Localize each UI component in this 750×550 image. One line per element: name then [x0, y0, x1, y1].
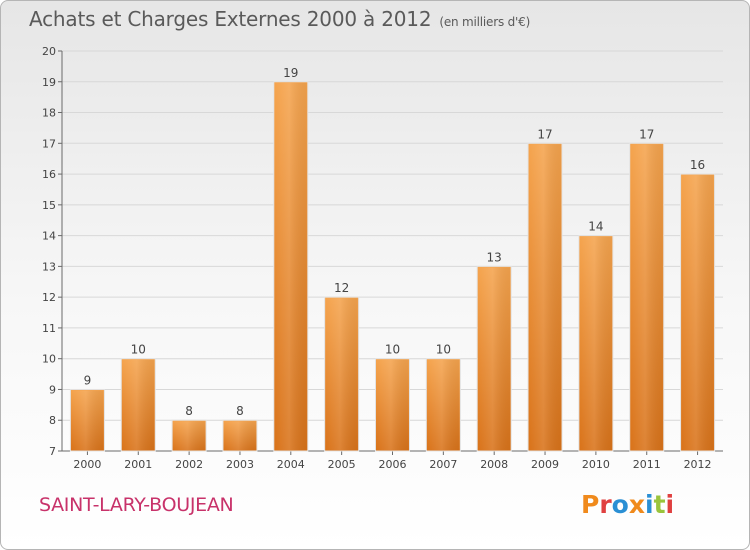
y-tick-label: 13 [42, 260, 56, 273]
logo-letter: P [581, 490, 600, 519]
place-name: SAINT-LARY-BOUJEAN [39, 494, 234, 516]
data-label: 17 [537, 127, 552, 141]
bar-highlight [427, 359, 460, 450]
x-tick-label: 2002 [175, 458, 203, 471]
y-tick-label: 9 [49, 383, 56, 396]
data-label: 14 [588, 220, 603, 234]
bar-highlight [681, 175, 714, 451]
x-tick-label: 2008 [480, 458, 508, 471]
data-label: 19 [283, 66, 298, 80]
y-tick-label: 18 [42, 107, 56, 120]
data-label: 10 [436, 343, 451, 357]
y-tick-label: 17 [42, 137, 56, 150]
data-label: 12 [334, 281, 349, 295]
bar-highlight [529, 144, 562, 451]
y-tick-label: 8 [49, 414, 56, 427]
bar-highlight [579, 236, 612, 450]
chart-title: Achats et Charges Externes 2000 à 2012 (e… [29, 7, 530, 31]
chart-title-text: Achats et Charges Externes 2000 à 2012 [29, 7, 432, 31]
logo-letter: o [611, 490, 629, 519]
proxiti-logo[interactable]: Proxiti [581, 490, 674, 519]
logo-letter: x [628, 490, 645, 519]
x-tick-label: 2005 [328, 458, 356, 471]
x-tick-label: 2004 [277, 458, 305, 471]
bar-highlight [173, 421, 206, 450]
bar-highlight [122, 359, 155, 450]
x-tick-label: 2012 [684, 458, 712, 471]
axes: 7 8 9 10 11 12 13 14 15 16 17 18 19 20 2000 2001 2002 200… [42, 45, 723, 471]
data-label: 16 [690, 158, 705, 172]
x-tick-label: 2000 [73, 458, 101, 471]
data-label: 8 [185, 404, 193, 418]
y-tick-label: 19 [42, 76, 56, 89]
data-label: 10 [385, 343, 400, 357]
logo-letter: t [653, 490, 666, 519]
y-tick-label: 11 [42, 322, 56, 335]
y-tick-label: 12 [42, 291, 56, 304]
x-tick-label: 2007 [429, 458, 457, 471]
y-tick-label: 16 [42, 168, 56, 181]
y-tick-label: 15 [42, 199, 56, 212]
bar-highlight [274, 82, 307, 451]
logo-letter: i [665, 490, 675, 519]
logo-letter: i [645, 490, 654, 519]
x-tick-label: 2001 [124, 458, 152, 471]
data-label: 17 [639, 127, 654, 141]
y-tick-label: 10 [42, 353, 56, 366]
bar-highlight [630, 144, 663, 451]
x-tick-label: 2009 [531, 458, 559, 471]
data-label: 13 [487, 250, 502, 264]
x-tick-label: 2011 [633, 458, 661, 471]
logo-letter: r [599, 490, 612, 519]
bar-highlight [478, 267, 511, 450]
data-labels: 9 10 8 8 19 12 10 10 13 17 14 17 16 [84, 66, 706, 418]
data-label: 10 [131, 343, 146, 357]
y-tick-label: 7 [49, 445, 56, 458]
x-tick-label: 2003 [226, 458, 254, 471]
bar-highlight [223, 421, 256, 450]
bar-highlight [376, 359, 409, 450]
y-tick-label: 14 [42, 230, 56, 243]
bars [69, 81, 716, 452]
data-label: 8 [236, 404, 244, 418]
data-label: 9 [84, 373, 92, 387]
x-tick-label: 2010 [582, 458, 610, 471]
bar-highlight [71, 390, 104, 450]
y-tick-label: 20 [42, 45, 56, 58]
chart-subtitle: (en milliers d'€) [439, 15, 531, 29]
bar-highlight [325, 298, 358, 450]
x-tick-label: 2006 [379, 458, 407, 471]
